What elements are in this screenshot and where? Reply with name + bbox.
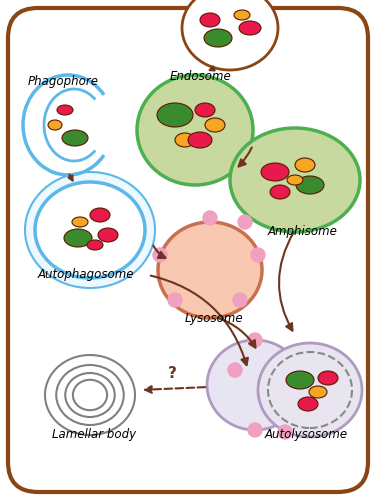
Ellipse shape [200,13,220,27]
Ellipse shape [137,75,253,185]
Ellipse shape [233,293,247,307]
Text: Autophagosome: Autophagosome [38,268,135,281]
Ellipse shape [270,185,290,199]
Ellipse shape [64,229,92,247]
Ellipse shape [204,29,232,47]
Ellipse shape [175,133,195,147]
Text: ?: ? [168,366,177,381]
Ellipse shape [182,0,278,70]
Ellipse shape [287,175,303,185]
Ellipse shape [234,10,250,20]
Ellipse shape [230,128,360,232]
Ellipse shape [207,340,303,430]
Ellipse shape [318,371,338,385]
Ellipse shape [65,373,115,417]
Ellipse shape [153,248,167,262]
Ellipse shape [35,182,145,278]
Ellipse shape [72,217,88,227]
Ellipse shape [228,363,242,377]
Ellipse shape [62,130,88,146]
Ellipse shape [251,248,265,262]
Ellipse shape [298,397,318,411]
Ellipse shape [45,355,135,435]
Ellipse shape [239,21,261,35]
Ellipse shape [90,208,110,222]
Ellipse shape [48,120,62,130]
Text: Amphisome: Amphisome [268,225,338,238]
Ellipse shape [98,228,118,242]
Ellipse shape [157,103,193,127]
Ellipse shape [278,425,292,439]
Ellipse shape [248,423,262,437]
Text: Autolysosome: Autolysosome [265,428,348,441]
Ellipse shape [188,132,212,148]
Ellipse shape [309,386,327,398]
Text: Phagophore: Phagophore [28,75,99,88]
Ellipse shape [73,380,107,410]
Ellipse shape [195,103,215,117]
Ellipse shape [258,343,362,437]
Ellipse shape [168,293,182,307]
Ellipse shape [205,118,225,132]
Ellipse shape [25,172,155,288]
Ellipse shape [87,240,103,250]
Ellipse shape [296,176,324,194]
FancyBboxPatch shape [8,8,368,492]
Ellipse shape [158,222,262,318]
Text: Lysosome: Lysosome [185,312,244,325]
Ellipse shape [295,158,315,172]
Text: Endosome: Endosome [170,70,232,83]
Ellipse shape [57,105,73,115]
Ellipse shape [261,163,289,181]
Ellipse shape [286,371,314,389]
Text: Lamellar body: Lamellar body [52,428,136,441]
Ellipse shape [56,365,124,425]
Ellipse shape [248,333,262,347]
Ellipse shape [203,211,217,225]
Ellipse shape [238,215,252,229]
